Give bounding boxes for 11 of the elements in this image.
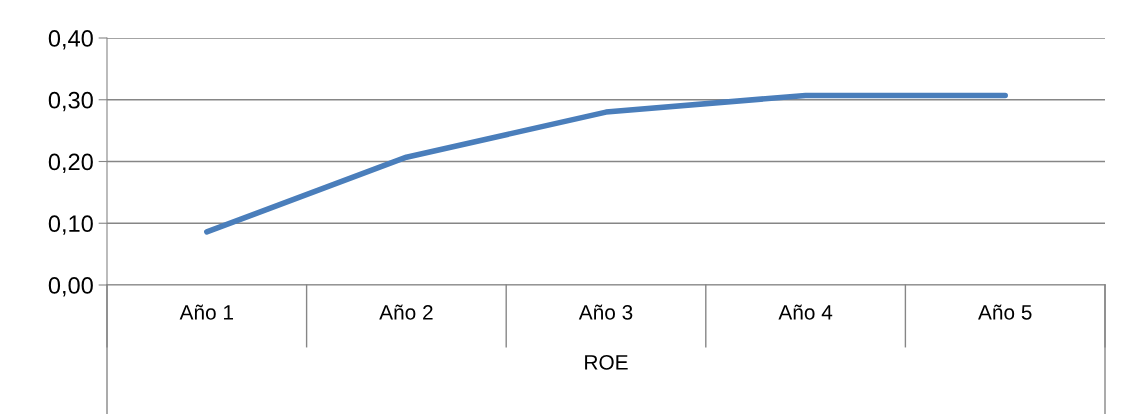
y-tick-label: 0,20	[48, 153, 93, 174]
y-tick-label: 0,10	[48, 215, 93, 235]
y-tick-label: 0,40	[48, 30, 93, 50]
x-tick-label: Año 1	[179, 304, 234, 320]
x-axis-title: ROE	[585, 354, 628, 370]
x-tick-label: Año 3	[578, 304, 633, 320]
x-tick-label: Año 2	[379, 304, 433, 320]
x-tick-label: Año 4	[778, 304, 833, 320]
x-tick-label: Año 5	[978, 304, 1032, 320]
y-tick-label: 0,00	[48, 277, 93, 297]
y-tick-label: 0,30	[48, 91, 93, 112]
